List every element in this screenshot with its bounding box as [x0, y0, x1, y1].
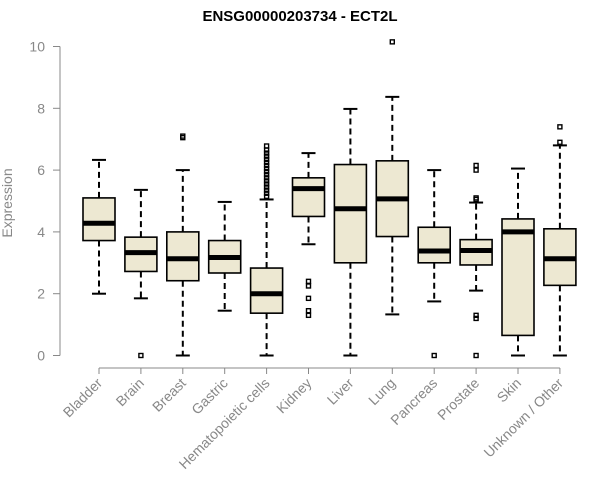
- outlier-point: [263, 162, 270, 169]
- outlier-point: [473, 315, 479, 322]
- y-tick-label: 2: [37, 286, 45, 302]
- x-tick-label: Brain: [113, 375, 147, 409]
- outlier-point: [263, 190, 270, 196]
- outlier-point: [263, 150, 270, 156]
- x-tick-label: Kidney: [273, 375, 315, 417]
- outlier-point: [138, 352, 144, 359]
- x-tick-label: Unknown / Other: [480, 375, 566, 461]
- box-iqr: [291, 177, 326, 218]
- outlier-point: [263, 143, 270, 149]
- outlier-point: [305, 278, 312, 285]
- box-brain: [124, 188, 158, 359]
- box-kidney: [291, 152, 326, 319]
- outlier-point: [263, 175, 270, 181]
- outlier-point: [389, 39, 395, 45]
- box-iqr: [417, 226, 452, 264]
- outlier-point: [263, 184, 270, 190]
- outlier-point: [431, 352, 437, 359]
- box-unknown-other: [543, 124, 577, 357]
- x-tick-label: Prostate: [434, 375, 482, 423]
- box-pancreas: [417, 169, 452, 359]
- box-skin: [501, 167, 535, 357]
- x-tick-label: Liver: [324, 375, 357, 408]
- box-iqr: [82, 197, 116, 242]
- box-iqr: [501, 218, 535, 337]
- outlier-point: [263, 165, 270, 172]
- outlier-point: [305, 295, 312, 302]
- x-tick-label: Pancreas: [387, 375, 440, 428]
- chart-title: ENSG00000203734 - ECT2L: [202, 8, 398, 25]
- box-hematopoietic-cells: [249, 143, 284, 357]
- y-tick-label: 4: [37, 224, 45, 240]
- x-tick-label: Breast: [149, 375, 189, 415]
- x-tick-label: Bladder: [60, 375, 106, 421]
- outlier-point: [263, 187, 270, 193]
- outlier-point: [473, 352, 479, 359]
- outlier-point: [473, 167, 479, 173]
- box-breast: [166, 133, 200, 357]
- outlier-point: [557, 139, 563, 145]
- y-tick-label: 6: [37, 162, 45, 178]
- x-tick-label: Skin: [494, 375, 525, 406]
- y-axis-title: Expression: [0, 168, 15, 237]
- y-tick-label: 10: [29, 39, 45, 55]
- outlier-point: [305, 283, 312, 289]
- outlier-point: [263, 153, 270, 159]
- y-tick-label: 0: [37, 348, 45, 364]
- outlier-point: [557, 124, 563, 130]
- outlier-point: [473, 312, 479, 319]
- outlier-point: [263, 178, 270, 184]
- outlier-point: [263, 159, 270, 166]
- outlier-point: [263, 172, 270, 178]
- outlier-point: [473, 196, 479, 203]
- y-tick-label: 8: [37, 100, 45, 116]
- outlier-point: [305, 307, 312, 314]
- box-lung: [375, 39, 410, 316]
- box-liver: [333, 107, 368, 357]
- outlier-point: [305, 312, 312, 319]
- outlier-point: [263, 156, 270, 162]
- outlier-point: [263, 168, 270, 175]
- box-iqr: [333, 163, 368, 264]
- outlier-point: [263, 181, 270, 187]
- outlier-point: [473, 162, 479, 169]
- outlier-point: [180, 134, 186, 141]
- box-bladder: [82, 158, 116, 295]
- box-prostate: [459, 162, 493, 359]
- x-tick-label: Lung: [365, 375, 398, 408]
- box-gastric: [207, 200, 242, 312]
- box-iqr: [249, 267, 284, 314]
- outlier-point: [263, 193, 270, 200]
